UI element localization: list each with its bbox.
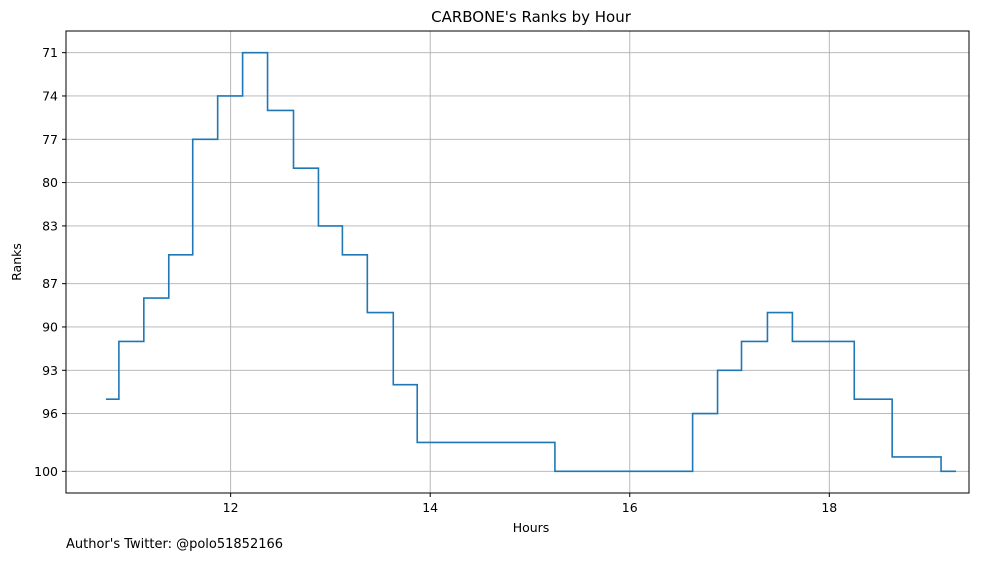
y-tick-label: 74 xyxy=(42,88,58,103)
x-tick-label: 12 xyxy=(223,500,239,515)
y-tick-label: 100 xyxy=(34,464,58,479)
y-tick-label: 96 xyxy=(42,406,58,421)
y-tick-label: 77 xyxy=(42,132,58,147)
chart-title: CARBONE's Ranks by Hour xyxy=(431,8,632,26)
y-tick-label: 93 xyxy=(42,363,58,378)
y-tick-label: 71 xyxy=(42,45,58,60)
y-axis-ticks: 71 74 77 80 83 87 90 93 96 100 xyxy=(34,45,66,479)
x-tick-label: 14 xyxy=(422,500,438,515)
x-tick-label: 18 xyxy=(821,500,837,515)
y-tick-label: 90 xyxy=(42,319,58,334)
y-tick-label: 83 xyxy=(42,218,58,233)
y-tick-label: 80 xyxy=(42,175,58,190)
plot-frame xyxy=(65,30,970,494)
y-axis-label: Ranks xyxy=(9,243,24,281)
x-tick-label: 16 xyxy=(622,500,638,515)
y-tick-label: 87 xyxy=(42,276,58,291)
x-axis-label: Hours xyxy=(513,520,550,535)
author-credit: Author's Twitter: @polo51852166 xyxy=(66,537,284,552)
grid xyxy=(66,31,969,493)
series-group xyxy=(105,51,957,473)
rank-step-line xyxy=(105,51,957,473)
x-axis-ticks: 12 14 16 18 xyxy=(223,493,837,515)
